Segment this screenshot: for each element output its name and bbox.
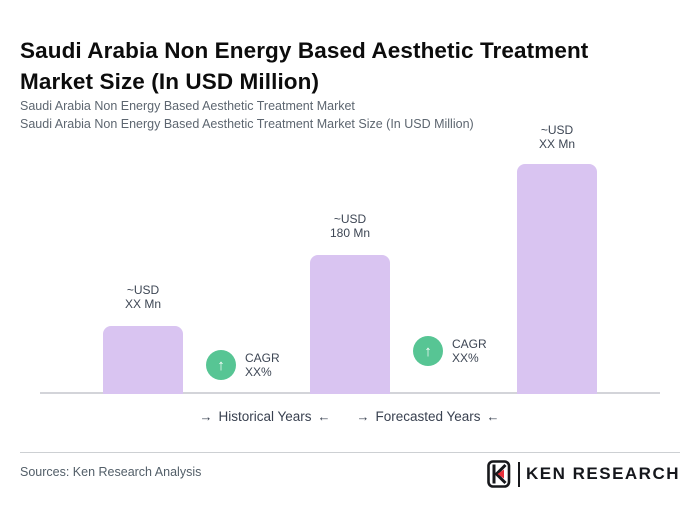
bar-value-line2: XX Mn bbox=[124, 297, 161, 311]
bar-value-line1: ~USD bbox=[540, 123, 574, 137]
cagr-annotation: ↑ CAGR XX% bbox=[206, 350, 280, 380]
bar-current bbox=[310, 255, 390, 394]
chart-subtitle-line2: Saudi Arabia Non Energy Based Aesthetic … bbox=[20, 117, 474, 131]
cagr-annotation: ↑ CAGR XX% bbox=[413, 336, 487, 366]
segment-label: Forecasted Years bbox=[375, 409, 481, 424]
arrow-left-icon: ← bbox=[317, 409, 331, 424]
cagr-value: XX% bbox=[452, 351, 479, 365]
page-title-line2: Market Size (In USD Million) bbox=[20, 69, 320, 95]
bar-value-label: ~USD XX Mn bbox=[517, 123, 597, 151]
page-title-line1: Saudi Arabia Non Energy Based Aesthetic … bbox=[20, 38, 589, 64]
ken-research-k-icon bbox=[487, 460, 512, 488]
cagr-text: CAGR XX% bbox=[245, 351, 280, 379]
bar-value-line1: ~USD bbox=[333, 212, 367, 226]
cagr-label: CAGR bbox=[452, 337, 487, 351]
segment-label: Historical Years bbox=[218, 409, 312, 424]
bar-value-line2: XX Mn bbox=[538, 137, 575, 151]
bar-forecast-end bbox=[517, 164, 597, 394]
cagr-label: CAGR bbox=[245, 351, 280, 365]
arrow-left-icon: ← bbox=[486, 409, 500, 424]
segment-historical-years: → Historical Years ← bbox=[165, 409, 365, 424]
bar-value-line2: 180 Mn bbox=[329, 226, 371, 240]
growth-circle: ↑ bbox=[206, 350, 236, 380]
chart-subtitle: Saudi Arabia Non Energy Based Aesthetic … bbox=[20, 97, 640, 133]
arrow-right-icon: → bbox=[356, 409, 370, 424]
cagr-text: CAGR XX% bbox=[452, 337, 487, 365]
logo-wordmark: KEN RESEARCH bbox=[526, 464, 681, 483]
sources-text: Sources: Ken Research Analysis bbox=[20, 465, 202, 479]
arrow-right-icon: → bbox=[199, 409, 213, 424]
ken-research-logo: KEN RESEARCH bbox=[487, 459, 680, 489]
bar-historical-start bbox=[103, 326, 183, 394]
growth-circle: ↑ bbox=[413, 336, 443, 366]
bar-value-label: ~USD XX Mn bbox=[103, 283, 183, 311]
up-arrow-icon: ↑ bbox=[217, 356, 225, 374]
logo-divider-bar bbox=[518, 461, 520, 487]
bar-value-label: ~USD 180 Mn bbox=[310, 212, 390, 240]
up-arrow-icon: ↑ bbox=[424, 342, 432, 360]
page-title: Saudi Arabia Non Energy Based Aesthetic … bbox=[20, 35, 682, 97]
bar-value-line1: ~USD bbox=[126, 283, 160, 297]
segment-forecasted-years: → Forecasted Years ← bbox=[328, 409, 528, 424]
cagr-value: XX% bbox=[245, 365, 272, 379]
chart-subtitle-line1: Saudi Arabia Non Energy Based Aesthetic … bbox=[20, 99, 355, 113]
footer-divider bbox=[20, 452, 680, 453]
